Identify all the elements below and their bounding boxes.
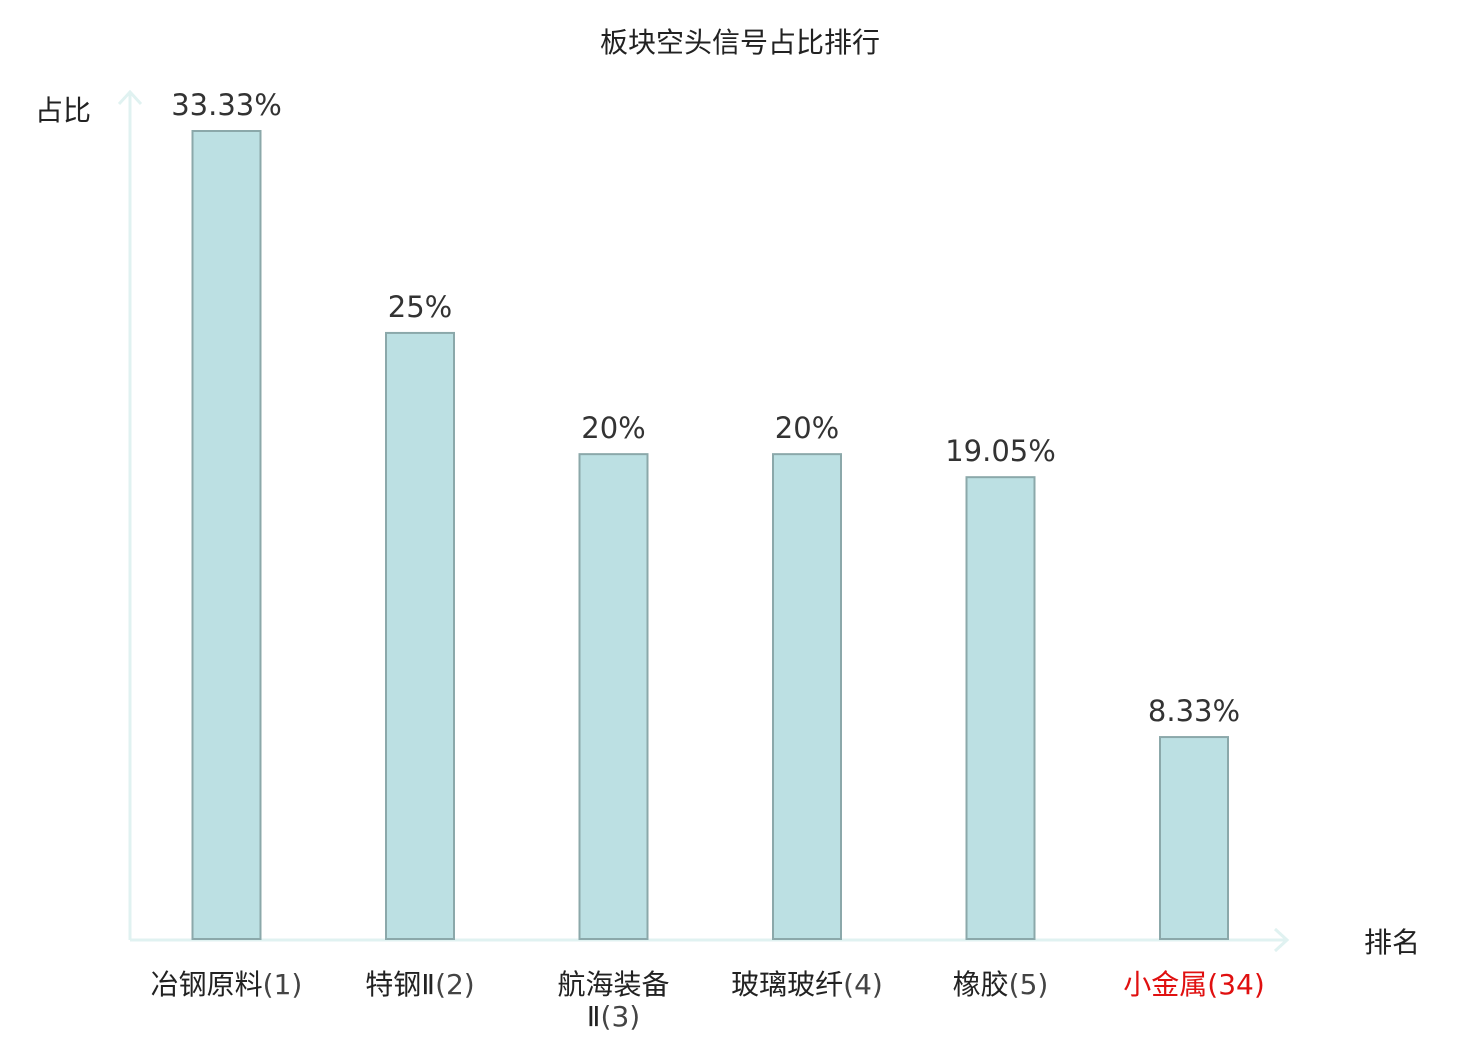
x-tick-label: 特钢Ⅱ(2) <box>365 968 474 1001</box>
x-tick-label: 玻璃玻纤(4) <box>731 968 883 1001</box>
bar-value-label: 8.33% <box>1148 694 1240 728</box>
bar <box>191 130 262 940</box>
x-tick-label: 小金属(34) <box>1123 968 1265 1001</box>
bar <box>385 331 455 940</box>
bar-value-label: 25% <box>388 290 452 324</box>
x-tick-label: 橡胶(5) <box>953 968 1049 1001</box>
chart-title: 板块空头信号占比排行 <box>600 26 880 59</box>
x-tick-label: 航海装备 Ⅱ(3) <box>557 968 669 1033</box>
y-axis-label: 占比 <box>35 94 91 127</box>
bar-value-label: 20% <box>581 411 645 445</box>
x-axis-arrow-icon <box>1273 927 1290 953</box>
bar-value-label: 33.33% <box>171 88 282 122</box>
bar <box>1159 736 1229 940</box>
bar <box>965 476 1036 940</box>
bar-value-label: 19.05% <box>945 434 1056 468</box>
bar <box>578 453 649 940</box>
y-axis-arrow-icon <box>117 89 143 106</box>
bar-value-label: 20% <box>775 411 839 445</box>
bar <box>772 453 842 940</box>
x-tick-label: 冶钢原料(1) <box>151 968 303 1001</box>
x-axis-label: 排名 <box>1364 926 1420 959</box>
bars-group: 33.33% 冶钢原料(1) 25% 特钢Ⅱ(2) 20% 航海装备 Ⅱ(3) 20% 玻璃玻纤… <box>151 88 1265 1033</box>
